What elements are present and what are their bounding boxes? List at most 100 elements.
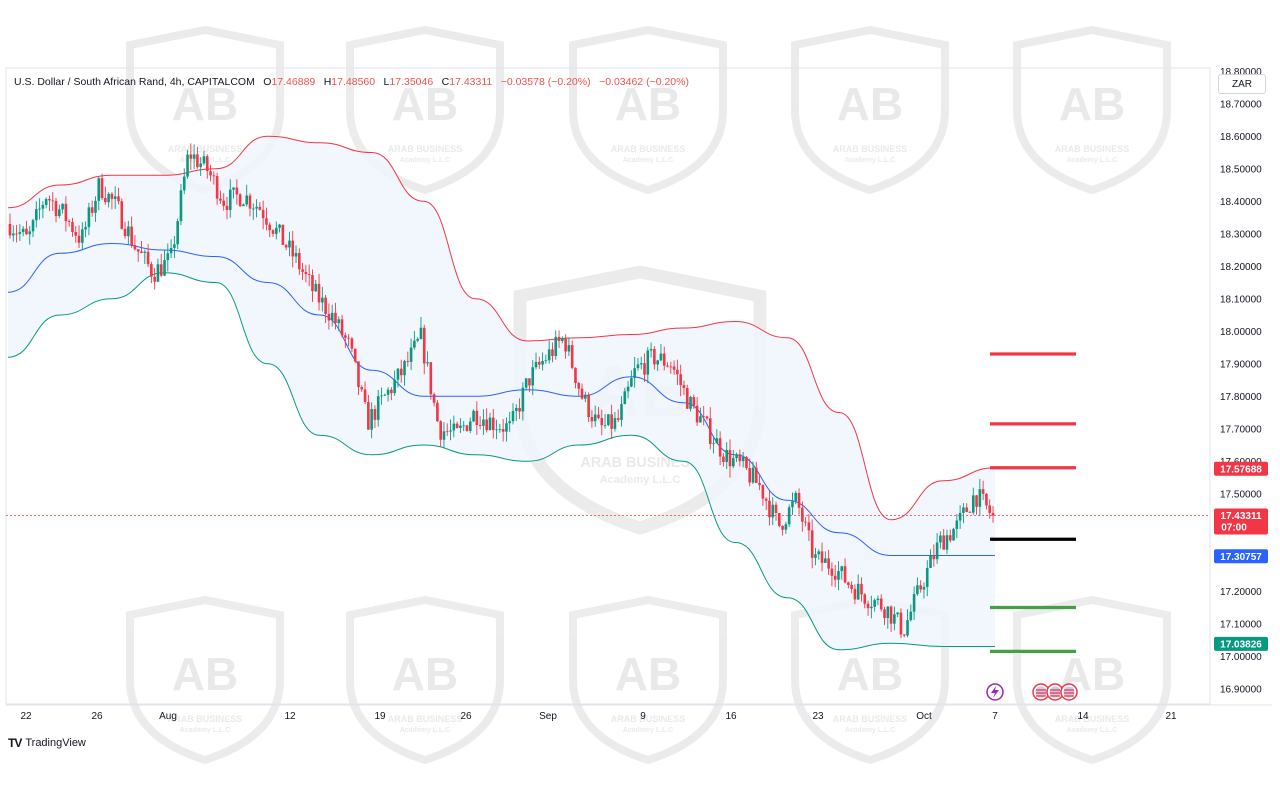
candle-body bbox=[649, 348, 653, 351]
candle-body bbox=[850, 584, 853, 589]
candle-body bbox=[100, 178, 104, 199]
candle-body bbox=[222, 200, 225, 206]
candle-body bbox=[113, 196, 117, 199]
price-badge-countdown: 07:00 bbox=[1221, 522, 1247, 533]
watermark-emblem-text: AB bbox=[392, 78, 458, 130]
symbol-title: U.S. Dollar / South African Rand, 4h, CA… bbox=[14, 72, 689, 89]
candle-body bbox=[38, 208, 41, 210]
candle-body bbox=[21, 228, 25, 232]
candle-body bbox=[74, 232, 78, 236]
candle-body bbox=[265, 218, 268, 225]
price-tick-label: 17.20000 bbox=[1220, 587, 1262, 598]
candle-body bbox=[120, 201, 124, 229]
candle-body bbox=[666, 365, 669, 367]
candle-body bbox=[248, 195, 252, 209]
candle-body bbox=[708, 418, 712, 444]
candle-body bbox=[482, 419, 485, 426]
candle-body bbox=[945, 535, 949, 550]
candle-body bbox=[475, 410, 479, 426]
candle-body bbox=[685, 388, 689, 409]
candle-body bbox=[564, 338, 567, 352]
time-tick-label: 7 bbox=[992, 711, 998, 722]
candle-body bbox=[620, 404, 623, 420]
candle-body bbox=[656, 360, 659, 365]
currency-button[interactable]: ZAR bbox=[1218, 74, 1266, 94]
candle-body bbox=[360, 387, 364, 390]
watermark-brand-text: ARAB BUSINESS bbox=[611, 714, 686, 724]
candle-body bbox=[321, 297, 324, 303]
candle-body bbox=[18, 231, 22, 234]
price-tick-label: 18.80000 bbox=[1220, 67, 1262, 78]
candle-body bbox=[580, 388, 584, 399]
candle-body bbox=[738, 454, 742, 462]
us-flag-event-icon[interactable] bbox=[1032, 683, 1050, 701]
candle-body bbox=[794, 492, 798, 502]
candle-body bbox=[242, 204, 245, 207]
candle-body bbox=[692, 396, 696, 406]
candle-body bbox=[715, 438, 719, 444]
candle-body bbox=[521, 387, 525, 412]
candle-body bbox=[728, 449, 732, 467]
watermark-emblem: AB ARAB BUSINESS Academy L.L.C bbox=[346, 25, 504, 195]
candle-body bbox=[429, 362, 433, 395]
candle-body bbox=[958, 512, 962, 521]
candle-body bbox=[173, 244, 176, 248]
time-tick-label: 9 bbox=[640, 711, 646, 722]
candle-body bbox=[505, 423, 508, 432]
event-markers[interactable] bbox=[986, 683, 1078, 701]
watermark-brand-text: ARAB BUSINESS bbox=[168, 714, 243, 724]
candle-body bbox=[929, 555, 932, 568]
candle-body bbox=[192, 154, 196, 159]
candle-body bbox=[705, 416, 709, 419]
time-axis[interactable]: 22 26 Aug 12 19 26 Sep 9 16 23 Oct 7 14 21 bbox=[20, 711, 1177, 722]
candle-body bbox=[485, 419, 489, 431]
candle-body bbox=[235, 187, 239, 195]
candle-body bbox=[626, 386, 630, 392]
candle-body bbox=[390, 389, 393, 394]
watermark-emblem-text: AB bbox=[615, 78, 681, 130]
us-flag-event-icon[interactable] bbox=[1046, 683, 1064, 701]
candle-body bbox=[511, 411, 515, 422]
candle-body bbox=[922, 586, 926, 590]
us-flag-event-icon[interactable] bbox=[1060, 683, 1078, 701]
candle-body bbox=[268, 224, 272, 231]
candle-body bbox=[255, 206, 258, 209]
candle-body bbox=[751, 467, 755, 483]
candle-body bbox=[689, 396, 692, 409]
candle-body bbox=[876, 598, 880, 601]
time-tick-label: 23 bbox=[812, 711, 824, 722]
candle-body bbox=[830, 568, 834, 576]
candle-body bbox=[896, 612, 899, 615]
candle-body bbox=[399, 368, 403, 376]
price-badge-label: 17.03826 bbox=[1220, 639, 1262, 650]
candle-body bbox=[544, 360, 548, 362]
candle-body bbox=[952, 528, 955, 541]
watermark-brand-text: ARAB BUSINESS bbox=[833, 714, 908, 724]
candle-body bbox=[570, 345, 574, 368]
tradingview-brand[interactable]: TV TradingView bbox=[8, 736, 86, 750]
candle-body bbox=[514, 407, 518, 412]
candle-body bbox=[61, 203, 64, 210]
candle-body bbox=[925, 567, 929, 587]
candle-body bbox=[35, 209, 38, 221]
symbol-legend[interactable]: U.S. Dollar / South African Rand, 4h, CA… bbox=[14, 72, 689, 89]
candle-body bbox=[682, 385, 686, 389]
candle-body bbox=[468, 421, 472, 431]
candle-body bbox=[754, 467, 758, 483]
candle-body bbox=[916, 585, 919, 595]
watermark-emblem-text: AB bbox=[172, 648, 238, 700]
candlestick-series bbox=[8, 143, 995, 639]
candle-body bbox=[84, 227, 87, 230]
watermark-emblem: AB ARAB BUSINESS Academy L.L.C bbox=[346, 595, 504, 765]
candle-body bbox=[810, 530, 814, 558]
price-axis[interactable]: 16.9000017.0000017.1000017.2000017.30000… bbox=[1220, 67, 1262, 696]
candle-body bbox=[150, 264, 153, 277]
candle-body bbox=[436, 402, 439, 422]
horizontal-levels[interactable] bbox=[990, 352, 1076, 653]
watermark-academy-text: Academy L.L.C bbox=[180, 727, 231, 734]
candle-body bbox=[51, 200, 55, 202]
candle-body bbox=[304, 271, 308, 275]
candle-body bbox=[942, 535, 945, 550]
